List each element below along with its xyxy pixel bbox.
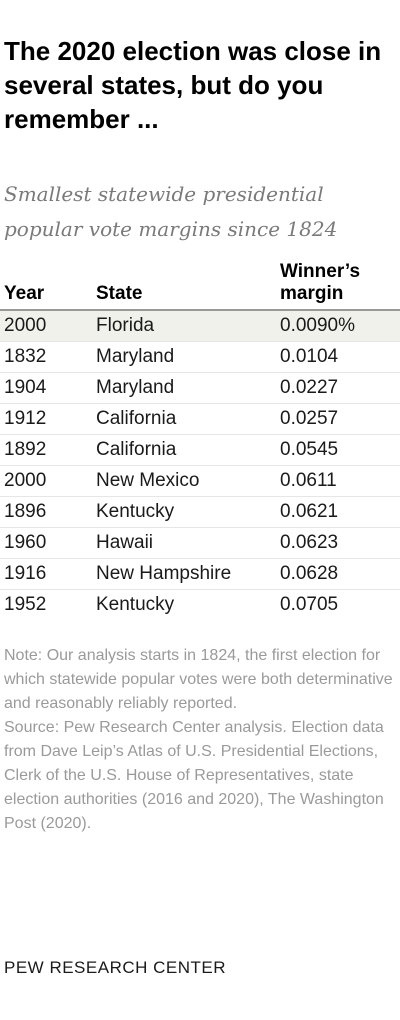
header-state: State <box>96 260 280 311</box>
table-row: 1832 Maryland 0.0104 <box>0 341 400 373</box>
cell-margin: 0.0545 <box>280 434 400 466</box>
header-margin-line2: margin <box>280 283 344 304</box>
cell-state: Florida <box>96 310 280 342</box>
cell-state: Kentucky <box>96 496 280 528</box>
margins-table: Year State Winner’s margin 2000 Florida 0… <box>0 260 400 620</box>
cell-year: 1892 <box>0 434 96 466</box>
cell-state: Kentucky <box>96 594 175 615</box>
note-text: Note: Our analysis starts in 1824, the f… <box>4 647 393 712</box>
table-row: 1960 Hawaii 0.0623 <box>0 527 400 559</box>
table-row: 1912 California 0.0257 <box>0 403 400 435</box>
cell-state: Maryland <box>96 341 280 373</box>
source-text: Source: Pew Research Center analysis. El… <box>4 719 384 832</box>
cell-margin: 0.0257 <box>280 403 400 435</box>
cell-margin: 0.0628 <box>280 558 400 590</box>
cell-state: New Hampshire <box>96 558 280 590</box>
table-row: 2000 Florida 0.0090% <box>0 310 400 342</box>
cell-year: 1896 <box>0 496 96 528</box>
page-subtitle: Smallest statewide presidential popular … <box>4 182 338 241</box>
table-row: 2000 New Mexico 0.0611 <box>0 465 400 497</box>
cell-state: Hawaii <box>96 527 280 559</box>
cell-state: New Mexico <box>96 465 280 497</box>
cell-state: Maryland <box>96 372 280 404</box>
cell-margin: 0.0705 <box>280 594 339 615</box>
header-year: Year <box>0 260 96 311</box>
cell-year: 1912 <box>0 403 96 435</box>
table-row: 1904 Maryland 0.0227 <box>0 372 400 404</box>
cell-year: 2000 <box>0 465 96 497</box>
cell-year: 1904 <box>0 372 96 404</box>
cell-margin: 0.0104 <box>280 341 400 373</box>
notes-block: Note: Our analysis starts in 1824, the f… <box>4 644 396 836</box>
cell-year: 2000 <box>0 310 96 342</box>
publisher-credit: PEW RESEARCH CENTER <box>4 958 227 977</box>
cell-margin: 0.0611 <box>280 465 400 497</box>
cell-year: 1952 <box>4 594 47 615</box>
page-title: The 2020 election was close in several s… <box>4 36 382 134</box>
header-margin: Winner’s margin <box>280 260 400 311</box>
table-row: 1952 Kentucky 0.0705 <box>0 590 400 621</box>
table-row: 1896 Kentucky 0.0621 <box>0 496 400 528</box>
cell-state: California <box>96 403 280 435</box>
cell-year: 1916 <box>0 558 96 590</box>
table-header-row: Year State Winner’s margin <box>0 260 400 311</box>
cell-state: California <box>96 434 280 466</box>
table-row: 1916 New Hampshire 0.0628 <box>0 558 400 590</box>
table-row: 1892 California 0.0545 <box>0 434 400 466</box>
cell-margin: 0.0621 <box>280 496 400 528</box>
header-margin-line1: Winner’s <box>280 261 361 282</box>
cell-year: 1832 <box>0 341 96 373</box>
cell-year: 1960 <box>0 527 96 559</box>
cell-margin: 0.0227 <box>280 372 400 404</box>
cell-margin: 0.0090% <box>280 310 400 342</box>
cell-margin: 0.0623 <box>280 527 400 559</box>
